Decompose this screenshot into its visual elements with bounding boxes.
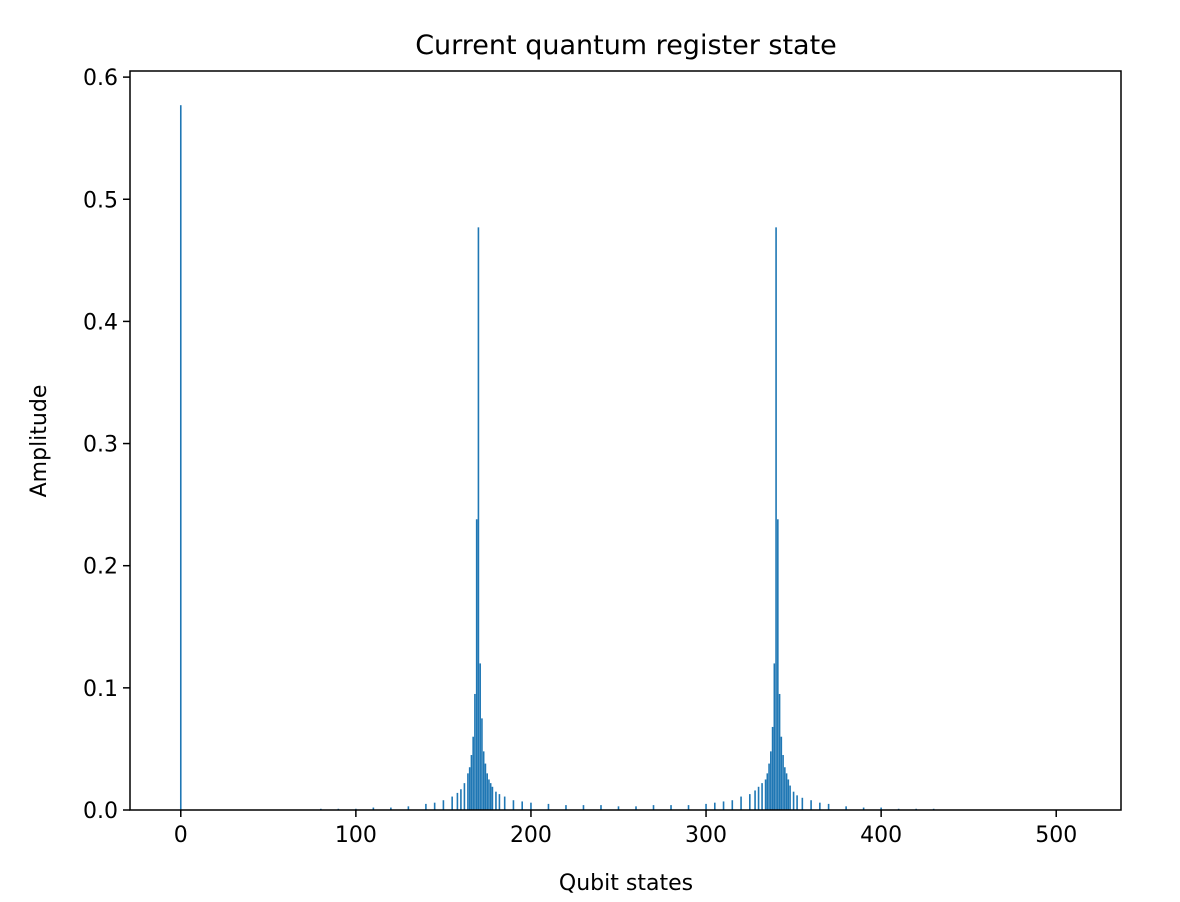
bar: [635, 806, 637, 810]
y-axis: 0.0 0.1 0.2 0.3 0.4 0.5 0.6: [83, 66, 130, 824]
y-tick-label: 0.0: [83, 799, 118, 824]
bar: [433, 802, 436, 810]
bar: [456, 792, 459, 810]
bar: [766, 773, 769, 810]
bar: [488, 779, 490, 810]
bar: [565, 805, 567, 810]
bar: [787, 779, 790, 810]
bar: [481, 718, 483, 810]
bar: [521, 801, 523, 810]
bar: [764, 779, 767, 810]
bar: [390, 807, 392, 810]
bar: [530, 802, 532, 810]
bar: [600, 805, 602, 810]
bar: [754, 790, 756, 810]
x-tick-label: 0: [174, 823, 188, 848]
bar: [801, 797, 804, 810]
bar: [489, 783, 492, 810]
bar: [810, 800, 812, 810]
bar: [722, 801, 725, 810]
bars-group: [179, 105, 935, 811]
bar: [179, 105, 182, 810]
bar: [482, 751, 485, 810]
bar: [407, 806, 410, 810]
bar: [484, 763, 487, 810]
y-tick-label: 0.1: [83, 677, 118, 702]
bar: [761, 783, 763, 810]
bar: [652, 805, 655, 810]
bar: [757, 786, 760, 810]
bar: [372, 807, 375, 810]
bar: [778, 693, 781, 810]
bar: [782, 755, 784, 810]
y-axis-label: Amplitude: [27, 385, 52, 498]
x-tick-label: 400: [860, 823, 902, 848]
bar: [479, 663, 481, 810]
y-tick-label: 0.4: [83, 310, 118, 335]
bar: [503, 796, 506, 810]
bar: [740, 796, 742, 810]
y-tick-label: 0.2: [83, 555, 118, 580]
y-tick-label: 0.6: [83, 66, 118, 91]
bar: [468, 767, 471, 810]
bar: [705, 803, 707, 810]
x-tick-label: 200: [510, 823, 552, 848]
chart-title: Current quantum register state: [415, 30, 837, 61]
x-tick-label: 300: [685, 823, 727, 848]
bar: [463, 783, 466, 810]
x-tick-label: 500: [1035, 823, 1077, 848]
bar: [495, 791, 497, 810]
bar: [789, 785, 791, 810]
bar: [512, 800, 515, 810]
bar: [442, 800, 445, 810]
bar: [460, 789, 462, 810]
bar: [451, 796, 453, 810]
bar: [785, 773, 788, 810]
bar: [617, 806, 620, 810]
bar: [470, 755, 473, 810]
plot-frame: [129, 70, 1122, 811]
bar: [770, 751, 772, 810]
bar: [768, 763, 770, 810]
bar: [474, 693, 476, 810]
bar: [777, 519, 779, 810]
bar: [491, 786, 494, 810]
bar: [827, 803, 830, 810]
bar: [670, 805, 672, 810]
bar: [731, 800, 734, 810]
bar: [775, 227, 777, 811]
bar: [771, 726, 774, 810]
bar: [425, 803, 427, 810]
bar: [845, 806, 847, 810]
bar: [780, 736, 783, 810]
bar: [773, 663, 776, 810]
bar: [784, 767, 786, 810]
bar: [498, 794, 501, 810]
bar: [477, 227, 480, 811]
bar: [749, 794, 751, 810]
y-tick-label: 0.5: [83, 188, 118, 213]
x-axis: 0 100 200 300 400 500: [174, 810, 1077, 848]
bar: [547, 803, 550, 810]
bar: [486, 773, 488, 810]
bar: [582, 805, 585, 810]
bar: [819, 802, 821, 810]
bar: [796, 795, 798, 810]
bar: [713, 802, 716, 810]
x-tick-label: 100: [335, 823, 377, 848]
bar: [880, 807, 882, 810]
bar: [472, 736, 474, 810]
bar: [862, 807, 865, 810]
y-tick-label: 0.3: [83, 433, 118, 458]
bar: [792, 791, 795, 810]
x-axis-label: Qubit states: [559, 871, 693, 896]
bar: [687, 805, 690, 810]
bar: [467, 773, 469, 810]
bar: [475, 519, 478, 810]
